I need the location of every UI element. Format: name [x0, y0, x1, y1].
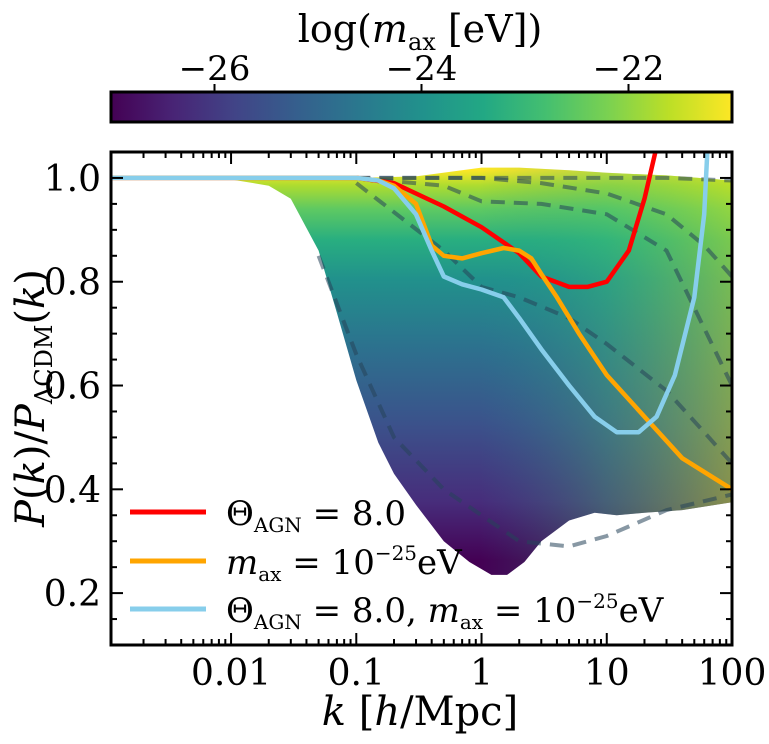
x-tick-label: 0.01 [191, 653, 271, 694]
series-lines [111, 152, 732, 492]
dashed-contour [356, 175, 732, 278]
legend-label: ΘAGN = 8.0, max = 10−25eV [226, 589, 665, 634]
x-axis-ticks: 0.01 0.1 1 10 100 [142, 152, 767, 694]
legend-label: ΘAGN = 8.0 [226, 494, 406, 537]
x-tick-label: 100 [698, 653, 767, 694]
x-axis-label: k [h/Mpc] [322, 689, 518, 735]
x-tick-label: 1 [470, 653, 493, 694]
colorbar: log(max [eV]) −26 −24 −22 [109, 7, 734, 124]
legend-entry: ΘAGN = 8.0, max = 10−25eV [130, 589, 665, 634]
legend-entry: max = 10−25eV [130, 541, 463, 586]
y-axis-ticks: 0.2 0.4 0.6 0.8 1.0 [44, 151, 732, 646]
x-tick-label: 0.1 [328, 653, 385, 694]
x-tick-label: 10 [584, 653, 630, 694]
colorbar-tick-label: −22 [593, 49, 665, 89]
parameter-band-highlight [111, 167, 732, 575]
series-line-3 [111, 152, 710, 435]
dashed-contour [316, 255, 732, 549]
colorbar-ticks: −26 −24 −22 [179, 49, 665, 92]
plot-frame [109, 150, 734, 647]
colorbar-tick-label: −24 [386, 49, 458, 89]
y-tick-label: 0.6 [44, 367, 101, 408]
legend: ΘAGN = 8.0 max = 10−25eV ΘAGN = 8.0, max… [130, 494, 665, 634]
colorbar-gradient [109, 90, 734, 124]
y-tick-label: 0.4 [44, 470, 101, 511]
colorbar-label: log(max [eV]) [298, 7, 543, 56]
y-tick-label: 0.8 [44, 263, 101, 304]
dashed-contour [356, 175, 732, 387]
colorbar-tick-label: −26 [179, 49, 251, 89]
y-tick-label: 1.0 [44, 159, 101, 200]
plot-area: 0.01 0.1 1 10 100 0.2 0.4 0.6 0.8 1.0 [44, 150, 767, 694]
series-line-2 [111, 175, 732, 492]
legend-label: max = 10−25eV [226, 541, 463, 586]
y-axis-label: P(k)/PΛCDM(k) [8, 269, 58, 528]
y-tick-label: 0.2 [44, 574, 101, 615]
legend-entry: ΘAGN = 8.0 [130, 494, 406, 537]
